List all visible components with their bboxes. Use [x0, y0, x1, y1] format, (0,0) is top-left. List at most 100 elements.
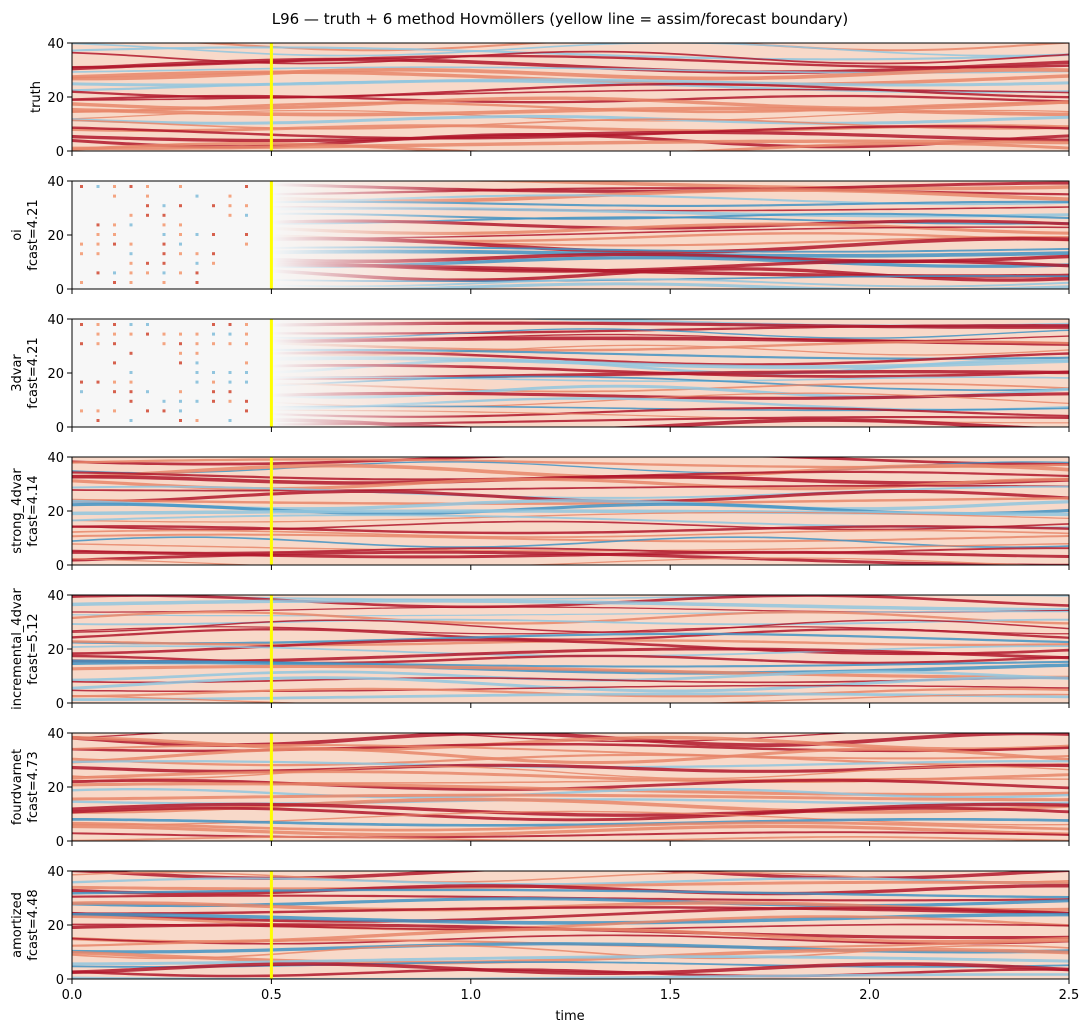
- obs-dot: [113, 185, 116, 188]
- band-streak: [72, 106, 1069, 117]
- obs-dot: [212, 252, 215, 256]
- obs-dot: [245, 380, 248, 384]
- band-streak: [72, 474, 1069, 485]
- band-streak: [72, 463, 1069, 480]
- obs-dot: [245, 204, 248, 208]
- y-tick-label: 0: [56, 697, 64, 712]
- band-streak: [72, 906, 1069, 915]
- band-streak: [72, 536, 1069, 549]
- panel-label: fcast=4.21: [26, 199, 41, 270]
- obs-dot: [129, 399, 133, 403]
- y-tick-label: 20: [47, 91, 64, 106]
- band-streak: [72, 509, 1069, 517]
- obs-dot: [129, 281, 133, 284]
- obs-dot: [162, 271, 166, 275]
- obs-dot: [245, 213, 248, 217]
- obs-dot: [212, 233, 215, 236]
- y-tick-label: 20: [47, 781, 64, 796]
- band-streak: [72, 660, 1069, 675]
- obs-dot: [162, 252, 166, 256]
- obs-dot: [113, 380, 116, 384]
- band-streak: [72, 57, 1069, 74]
- obs-dot: [80, 323, 83, 326]
- band-streak: [72, 802, 1069, 817]
- band-streak: [72, 114, 1069, 125]
- obs-dot: [162, 332, 166, 336]
- obs-dot: [113, 233, 116, 236]
- band-streak: [72, 142, 1069, 151]
- obs-dot: [113, 390, 116, 394]
- band-streak: [72, 632, 1069, 645]
- obs-dot: [129, 185, 133, 188]
- panel-label: fcast=5.12: [26, 613, 41, 684]
- heatmap-field: [72, 43, 1069, 151]
- obs-dot: [195, 342, 199, 346]
- obs-dot: [162, 409, 166, 413]
- obs-dot: [179, 233, 182, 236]
- band-streak: [72, 101, 1069, 114]
- y-tick-label: 40: [47, 37, 64, 52]
- y-tick-label: 0: [56, 559, 64, 574]
- obs-dot: [195, 271, 199, 275]
- band-streak: [72, 782, 1069, 796]
- obs-dot: [113, 342, 116, 346]
- obs-dot: [179, 271, 182, 275]
- obs-dot: [113, 281, 116, 284]
- y-tick-label: 40: [47, 313, 64, 328]
- obs-dot: [80, 342, 83, 346]
- obs-dot: [162, 261, 166, 265]
- obs-dot: [113, 361, 116, 365]
- band-streak: [72, 947, 1069, 965]
- obs-dot: [228, 204, 232, 208]
- obs-dot: [146, 271, 149, 275]
- band-streak: [72, 557, 1048, 565]
- obs-dot: [179, 409, 182, 413]
- panel-label: incremental_4dvar: [10, 588, 25, 710]
- y-tick-label: 20: [47, 367, 64, 382]
- heatmap-field: [72, 181, 1069, 289]
- band-streak: [72, 692, 1069, 701]
- obs-dot: [80, 281, 83, 284]
- band-streak: [72, 46, 1069, 61]
- band-streak: [72, 877, 1069, 886]
- panel-label: amortized: [10, 892, 25, 958]
- obs-dot: [212, 399, 215, 403]
- obs-dot: [228, 399, 232, 403]
- heatmap-field: [72, 595, 1069, 703]
- band-streak: [72, 888, 1069, 899]
- x-tick-label: 2.0: [859, 988, 880, 1003]
- band-streak: [72, 520, 1069, 531]
- obs-dot: [179, 185, 182, 188]
- obs-dot: [80, 380, 83, 384]
- obs-dot: [129, 252, 133, 256]
- obs-dot: [212, 342, 215, 346]
- heatmap-field: [72, 319, 1069, 427]
- band-streak: [72, 765, 1069, 780]
- obs-dot: [179, 223, 182, 227]
- obs-dot: [245, 185, 248, 188]
- band-streak: [72, 82, 1069, 99]
- obs-dot: [146, 185, 149, 188]
- obs-dot: [245, 409, 248, 413]
- obs-dot: [245, 342, 248, 346]
- band-streak: [72, 962, 1069, 975]
- obs-dot: [146, 332, 149, 336]
- band-streak: [72, 181, 1069, 191]
- obs-dot: [228, 323, 232, 326]
- obs-dot: [228, 342, 232, 346]
- obs-dot: [113, 409, 116, 413]
- band-streak: [72, 67, 1069, 81]
- obs-dot: [96, 242, 100, 246]
- obs-dot: [129, 351, 133, 355]
- obs-dot: [80, 252, 83, 256]
- obs-dot: [245, 242, 248, 246]
- band-streak: [72, 496, 1069, 505]
- obs-dot: [113, 223, 116, 227]
- obs-dot: [195, 194, 199, 198]
- band-streak: [72, 599, 1069, 612]
- panel-oi: 0 20 40 oi fcast=4.21: [10, 175, 1070, 298]
- band-streak: [72, 611, 1069, 617]
- panel-fourdvarnet: 0 20 40 fourdvarnet fcast=4.73: [10, 727, 1070, 850]
- y-tick-label: 0: [56, 421, 64, 436]
- obs-dot: [195, 281, 199, 284]
